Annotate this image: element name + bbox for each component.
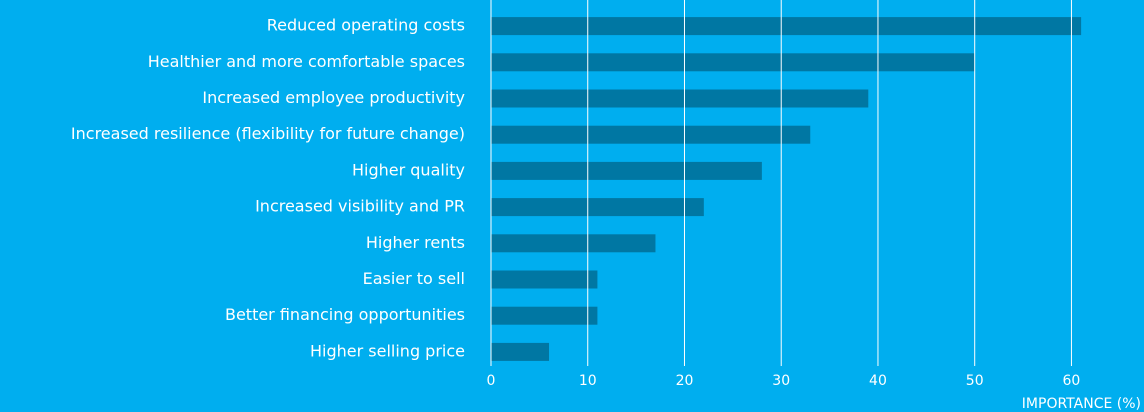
y-tick-label: Higher rents	[366, 233, 465, 252]
bar	[491, 198, 704, 217]
y-tick-label: Higher quality	[352, 160, 465, 179]
y-tick-label: Healthier and more comfortable spaces	[148, 52, 465, 71]
y-tick-label: Increased visibility and PR	[255, 197, 465, 216]
x-tick-label: 40	[869, 373, 887, 389]
x-tick-label: 60	[1063, 373, 1081, 389]
y-tick-label: Easier to sell	[363, 269, 465, 288]
bar	[491, 306, 598, 325]
x-tick-label: 50	[966, 373, 984, 389]
y-tick-label: Reduced operating costs	[267, 16, 465, 35]
x-tick-label: 30	[772, 373, 790, 389]
y-tick-label: Increased resilience (flexibility for fu…	[71, 124, 465, 143]
x-tick-label: 20	[676, 373, 694, 389]
bar	[491, 270, 598, 289]
x-axis-label: IMPORTANCE (%)	[1022, 396, 1141, 412]
bar	[491, 17, 1082, 36]
bar	[491, 125, 811, 144]
y-tick-label: Better financing opportunities	[225, 305, 465, 324]
bar	[491, 53, 975, 72]
bar	[491, 342, 550, 361]
x-tick-label: 0	[487, 373, 496, 389]
bar	[491, 161, 762, 180]
bar	[491, 234, 656, 253]
y-tick-label: Higher selling price	[310, 341, 465, 360]
x-tick-label: 10	[579, 373, 597, 389]
bar	[491, 89, 869, 108]
y-tick-label: Increased employee productivity	[202, 88, 465, 107]
